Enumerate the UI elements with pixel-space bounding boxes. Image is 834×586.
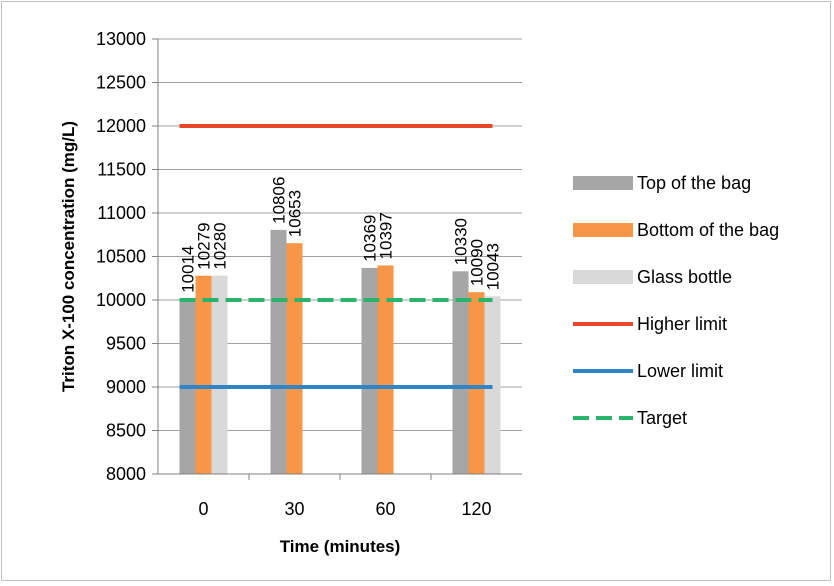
- bar: [452, 271, 469, 474]
- legend-label: Top of the bag: [637, 173, 751, 193]
- legend-item: Top of the bag: [573, 173, 751, 193]
- legend-item: Target: [573, 408, 687, 428]
- bar: [195, 275, 212, 474]
- y-tick-label: 9500: [106, 334, 146, 354]
- reference-lines: [179, 124, 493, 389]
- x-axis-title: Time (minutes): [280, 537, 401, 556]
- y-axis-ticks: 8000 8500 9000 9500 10000 10500 11000 11500 1200…: [96, 29, 158, 484]
- data-label: 10397: [377, 212, 396, 259]
- data-label: 10330: [452, 218, 471, 265]
- legend-swatch: [573, 176, 633, 190]
- data-label: 10043: [484, 243, 503, 290]
- legend-swatch: [573, 223, 633, 237]
- data-label: 10090: [468, 239, 487, 286]
- legend: Top of the bag Bottom of the bag Glass bot…: [573, 173, 779, 428]
- x-tick-label: 60: [375, 499, 395, 519]
- legend-label: Glass bottle: [637, 267, 732, 287]
- y-axis-title: Triton X-100 concentration (mg/L): [59, 121, 78, 392]
- data-label: 10014: [179, 246, 198, 293]
- y-tick-label: 11000: [97, 203, 146, 223]
- data-label: 10806: [270, 177, 289, 224]
- y-tick-label: 8000: [106, 464, 146, 484]
- bar: [270, 229, 287, 474]
- bar: [377, 265, 394, 474]
- data-label: 10279: [195, 222, 214, 269]
- legend-label: Lower limit: [637, 361, 723, 381]
- data-label: 10369: [361, 215, 380, 262]
- legend-item: Glass bottle: [573, 267, 732, 287]
- x-axis-ticks: 0 30 60 120: [198, 474, 492, 519]
- y-tick-label: 8500: [106, 421, 146, 441]
- y-tick-label: 9000: [106, 377, 146, 397]
- legend-item: Bottom of the bag: [573, 220, 779, 240]
- y-tick-label: 10500: [96, 247, 146, 267]
- bar: [286, 243, 303, 474]
- x-tick-label: 0: [198, 499, 208, 519]
- legend-label: Higher limit: [637, 314, 727, 334]
- bar: [361, 267, 378, 474]
- y-tick-label: 12000: [96, 116, 146, 136]
- data-label: 10653: [286, 190, 305, 237]
- data-label: 10280: [211, 222, 230, 269]
- bar: [211, 275, 228, 474]
- legend-label: Target: [637, 408, 687, 428]
- y-tick-label: 10000: [96, 290, 146, 310]
- x-tick-label: 120: [461, 499, 491, 519]
- legend-label: Bottom of the bag: [637, 220, 779, 240]
- y-tick-label: 12500: [96, 73, 146, 93]
- legend-item: Higher limit: [573, 314, 727, 334]
- y-tick-label: 11500: [97, 160, 146, 180]
- bar: [468, 292, 485, 474]
- legend-item: Lower limit: [573, 361, 723, 381]
- x-tick-label: 30: [284, 499, 304, 519]
- legend-swatch: [573, 270, 633, 284]
- y-tick-label: 13000: [96, 29, 146, 49]
